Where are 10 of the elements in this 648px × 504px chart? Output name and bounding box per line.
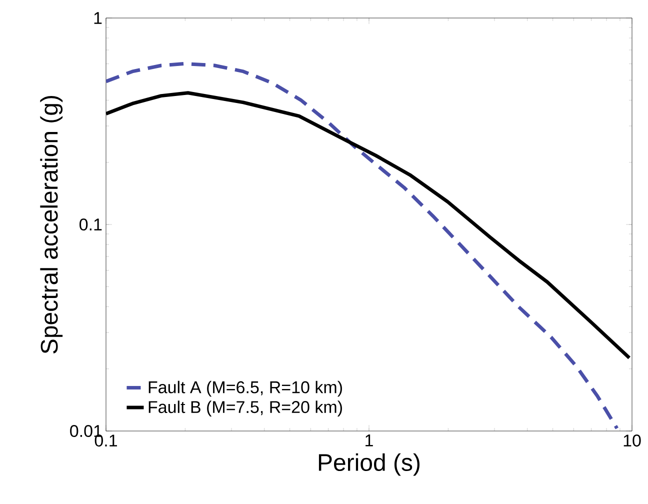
y-tick-label: 0.1 [80,218,102,231]
x-axis-title: Period (s) [318,453,420,476]
y-axis-title: Spectral acceleration (g) [40,96,63,354]
x-tick-label: 10 [624,434,641,447]
y-tick-label: 1 [94,12,102,24]
x-tick-label: 0.1 [94,434,117,447]
y-tick-label: 0.01 [70,424,102,438]
legend-label: Fault B (M=7.5, R=20 km) [148,400,342,416]
legend-label: Fault A (M=6.5, R=10 km) [148,380,342,397]
x-tick-label: 1 [366,434,373,446]
